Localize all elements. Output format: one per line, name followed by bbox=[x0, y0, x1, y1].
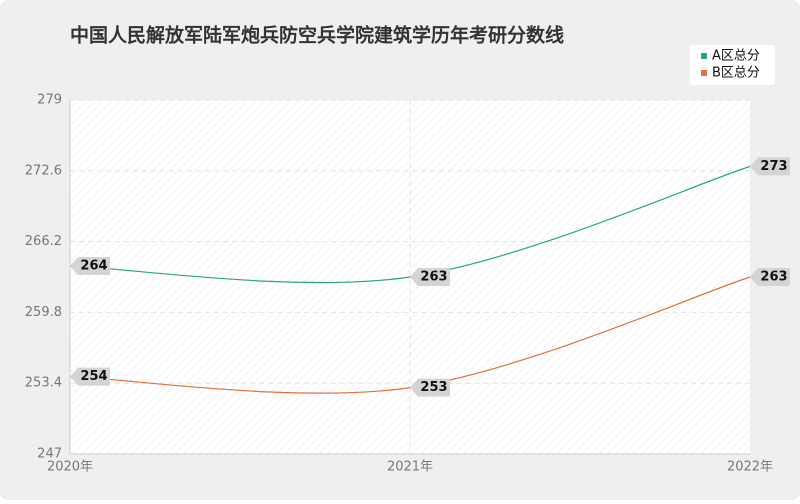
y-tick-label: 247 bbox=[37, 447, 62, 462]
data-label: 254 bbox=[80, 369, 107, 384]
legend-label: B区总分 bbox=[712, 66, 760, 81]
data-label: 273 bbox=[760, 159, 787, 174]
data-label-tag bbox=[750, 268, 790, 286]
y-tick-label: 272.6 bbox=[25, 163, 62, 178]
data-label-tag bbox=[70, 367, 110, 386]
x-tick-label: 2021年 bbox=[387, 460, 433, 475]
legend-box bbox=[690, 45, 775, 85]
data-label-tag bbox=[410, 378, 450, 397]
y-tick-label: 259.8 bbox=[25, 305, 62, 320]
legend-label: A区总分 bbox=[712, 49, 760, 64]
data-label-tag bbox=[70, 256, 110, 275]
chart-title: 中国人民解放军陆军炮兵防空兵学院建筑学历年考研分数线 bbox=[70, 24, 564, 47]
y-tick-label: 279 bbox=[37, 93, 62, 108]
y-tick-label: 266.2 bbox=[25, 234, 62, 249]
legend-swatch bbox=[701, 53, 707, 59]
x-tick-label: 2020年 bbox=[47, 460, 93, 475]
data-label: 263 bbox=[760, 270, 787, 285]
data-label: 264 bbox=[80, 258, 107, 273]
data-label-tag bbox=[410, 268, 450, 286]
legend-swatch bbox=[701, 70, 707, 76]
x-tick-label: 2022年 bbox=[727, 460, 773, 475]
y-tick-label: 253.4 bbox=[25, 376, 62, 391]
data-label-tag bbox=[750, 157, 790, 176]
data-label: 253 bbox=[420, 380, 447, 395]
data-label: 263 bbox=[420, 270, 447, 285]
